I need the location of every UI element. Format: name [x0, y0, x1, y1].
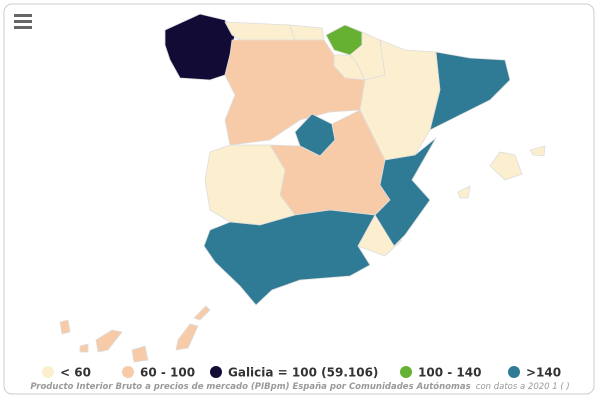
legend-label: 60 - 100	[140, 366, 195, 380]
caption: Producto Interior Bruto a precios de mer…	[30, 374, 569, 393]
region-canarias[interactable]	[59, 319, 71, 335]
legend-swatch	[42, 366, 54, 378]
menu-line	[14, 26, 32, 29]
legend: < 60 60 - 100 Galicia = 100 (59.106) 100 - …	[42, 366, 561, 380]
region-canarias[interactable]	[79, 343, 89, 353]
region-valencia[interactable]	[374, 137, 437, 247]
legend-label: < 60	[60, 366, 91, 380]
legend-swatch	[400, 366, 412, 378]
legend-swatch	[508, 366, 520, 378]
region-baleares-ibiza[interactable]	[457, 185, 471, 199]
legend-swatch	[210, 366, 222, 378]
caption-subtitle: con datos a 2020 1 ( )	[476, 382, 570, 392]
region-andalucia[interactable]	[203, 209, 376, 306]
region-baleares-menorca[interactable]	[529, 145, 546, 157]
region-asturias[interactable]	[224, 21, 296, 41]
region-canarias[interactable]	[131, 345, 149, 363]
legend-swatch	[122, 366, 134, 378]
region-canarias[interactable]	[95, 329, 123, 353]
legend-label: >140	[526, 366, 561, 380]
menu-button[interactable]	[14, 14, 32, 29]
legend-label: Galicia = 100 (59.106)	[228, 366, 378, 380]
map	[59, 13, 546, 363]
legend-label: 100 - 140	[418, 366, 481, 380]
region-cataluna[interactable]	[429, 51, 511, 131]
menu-line	[14, 14, 32, 17]
region-canarias[interactable]	[193, 305, 211, 321]
caption-title: Producto Interior Bruto a precios de mer…	[30, 381, 470, 392]
region-canarias[interactable]	[175, 323, 199, 351]
region-baleares[interactable]	[489, 151, 523, 181]
menu-line	[14, 20, 32, 23]
